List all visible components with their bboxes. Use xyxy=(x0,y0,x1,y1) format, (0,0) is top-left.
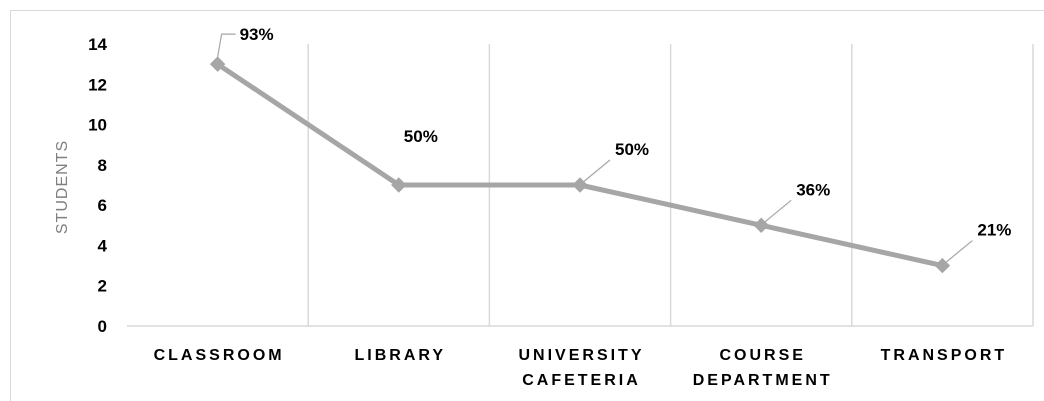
y-tick-label: 8 xyxy=(98,156,107,175)
x-tick-label: TRANSPORT xyxy=(881,347,1008,364)
y-tick-label: 10 xyxy=(88,116,107,135)
y-tick-label: 12 xyxy=(88,75,107,94)
x-tick-label: CLASSROOM xyxy=(154,347,285,364)
x-tick-label: COURSE DEPARTMENT xyxy=(693,347,833,389)
leader-line xyxy=(944,240,973,265)
data-label: 50% xyxy=(615,140,649,159)
data-point-marker xyxy=(391,177,407,193)
leader-line xyxy=(581,159,611,184)
x-tick-labels: CLASSROOM LIBRARY UNIVERSITY CAFETERIA COURS… xyxy=(154,347,1008,389)
y-tick-label: 14 xyxy=(88,35,107,54)
data-label: 21% xyxy=(977,221,1011,240)
data-point-marker xyxy=(209,56,226,72)
series-line-layer xyxy=(216,62,943,269)
leader-line xyxy=(762,199,792,224)
data-label-layer: 93% 50% 50% 36% 21% xyxy=(217,25,1011,265)
leader-line xyxy=(217,33,236,58)
data-label: 36% xyxy=(796,180,830,199)
data-label: 50% xyxy=(404,127,438,146)
x-tick-label: LIBRARY xyxy=(355,347,447,364)
y-axis-title: STUDENTS xyxy=(54,140,71,234)
y-tick-label: 6 xyxy=(98,196,107,215)
y-tick-label: 0 xyxy=(98,317,107,336)
series-line xyxy=(216,62,943,269)
x-tick-label: UNIVERSITY CAFETERIA xyxy=(518,347,644,389)
data-label: 93% xyxy=(240,25,274,44)
y-tick-label: 2 xyxy=(98,277,107,296)
y-tick-labels: 0 2 4 6 8 10 12 14 xyxy=(88,35,107,336)
y-tick-label: 4 xyxy=(98,236,108,255)
chart-frame xyxy=(10,10,1044,401)
